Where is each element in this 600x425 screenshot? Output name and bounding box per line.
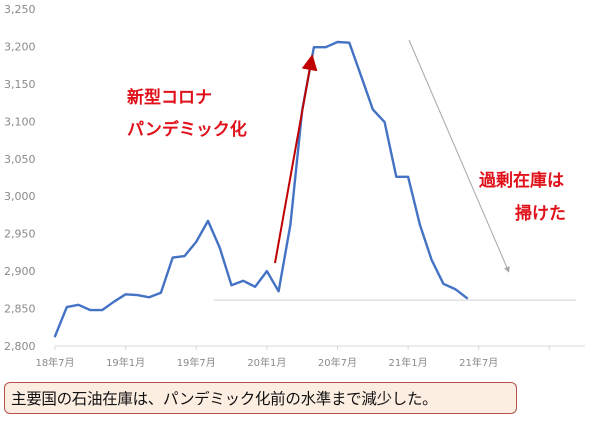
x-tick-label: 20年7月 bbox=[318, 356, 357, 369]
y-tick-label: 3,000 bbox=[4, 190, 36, 203]
x-tick-label: 19年7月 bbox=[177, 356, 216, 369]
y-axis: 3,250 3,200 3,150 3,100 3,050 3,000 2,950 2,900… bbox=[4, 3, 36, 353]
x-tick-label: 20年1月 bbox=[247, 356, 286, 369]
excess-inventory-annotation-line2: 掃けた bbox=[515, 204, 566, 224]
y-tick-label: 2,950 bbox=[4, 228, 36, 241]
excess-inventory-annotation-line1: 過剰在庫は bbox=[479, 171, 564, 191]
x-tick-label: 18年7月 bbox=[35, 356, 74, 369]
caption-box: 主要国の石油在庫は、パンデミック化前の水準まで減少した。 bbox=[4, 382, 517, 414]
y-tick-label: 2,900 bbox=[4, 265, 36, 278]
y-tick-label: 2,850 bbox=[4, 303, 36, 316]
x-tick-label: 21年7月 bbox=[459, 356, 498, 369]
decline-arrow-icon bbox=[408, 39, 510, 273]
y-tick-label: 3,150 bbox=[4, 78, 36, 91]
x-tick-label: 21年1月 bbox=[389, 356, 428, 369]
caption-text: 主要国の石油在庫は、パンデミック化前の水準まで減少した。 bbox=[11, 390, 438, 408]
rise-arrow-icon bbox=[274, 54, 318, 264]
y-tick-label: 3,050 bbox=[4, 153, 36, 166]
oil-inventory-series-line bbox=[53, 40, 469, 338]
pandemic-annotation-line1: 新型コロナ bbox=[127, 88, 212, 108]
y-tick-label: 3,250 bbox=[4, 3, 36, 16]
y-tick-label: 3,200 bbox=[4, 40, 36, 53]
pandemic-annotation-line2: パンデミック化 bbox=[127, 120, 247, 140]
y-tick-label: 3,100 bbox=[4, 115, 36, 128]
x-axis: 18年7月 19年1月 19年7月 20年1月 20年7月 21年1月 21年7月 bbox=[35, 345, 585, 369]
x-tick-label: 19年1月 bbox=[106, 356, 145, 369]
line-chart: 3,250 3,200 3,150 3,100 3,050 3,000 2,950 2,900… bbox=[4, 3, 585, 369]
y-tick-label: 2,800 bbox=[4, 340, 36, 353]
